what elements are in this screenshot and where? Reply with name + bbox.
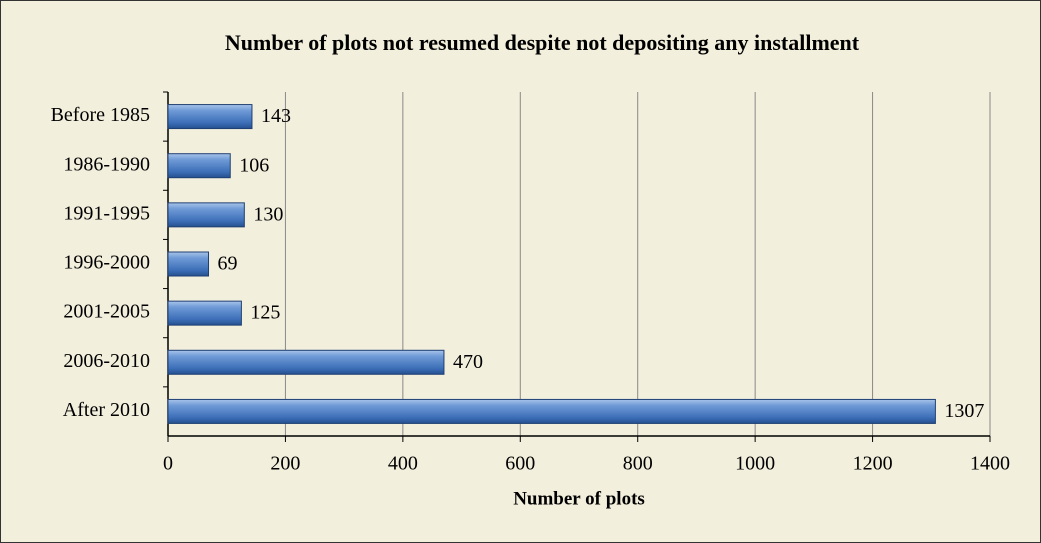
y-tick-label: 1986-1990 — [63, 153, 150, 175]
value-label: 1307 — [944, 400, 984, 422]
bar — [167, 104, 253, 130]
x-tick-label: 1200 — [853, 453, 893, 475]
y-tick-label: 1991-1995 — [63, 202, 150, 224]
y-tick-label: 2001-2005 — [63, 301, 150, 323]
bar — [167, 153, 231, 179]
value-label: 106 — [239, 154, 269, 176]
value-label: 69 — [218, 253, 238, 275]
x-tick-label: 1400 — [970, 453, 1010, 475]
bar — [167, 202, 245, 228]
bar — [167, 349, 445, 375]
y-tick-label: After 2010 — [63, 399, 150, 421]
value-label: 125 — [250, 302, 280, 324]
y-tick-label: 1996-2000 — [63, 252, 150, 274]
x-tick-label: 200 — [270, 453, 300, 475]
x-tick-label: 600 — [505, 453, 535, 475]
value-label: 143 — [261, 105, 291, 127]
chart-title: Number of plots not resumed despite not … — [225, 30, 860, 55]
value-label: 470 — [453, 351, 483, 373]
x-axis-title: Number of plots — [513, 488, 645, 509]
bar — [167, 398, 936, 424]
x-tick-label: 1000 — [735, 453, 775, 475]
value-label: 130 — [253, 203, 283, 225]
y-tick-label: Before 1985 — [51, 104, 150, 126]
x-tick-label: 400 — [388, 453, 418, 475]
y-tick-label: 2006-2010 — [63, 350, 150, 372]
x-tick-label: 800 — [623, 453, 653, 475]
bar — [167, 300, 242, 326]
x-tick-label: 0 — [163, 453, 173, 475]
bar — [167, 251, 210, 277]
